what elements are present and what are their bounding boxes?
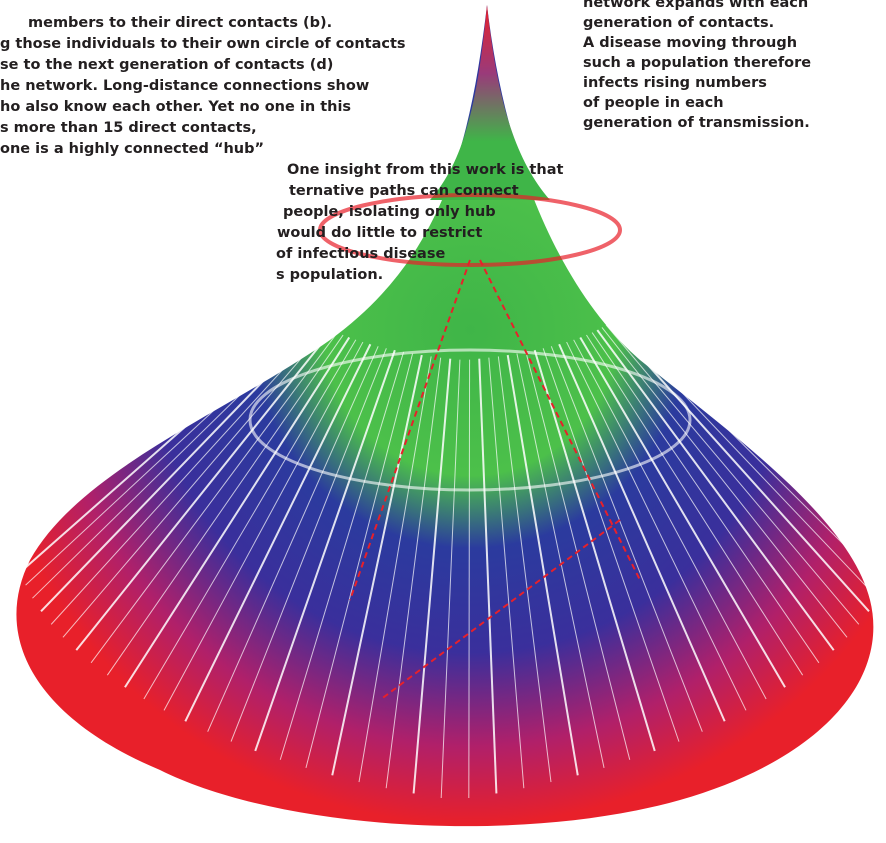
ray <box>184 343 372 722</box>
text-line: se to the next generation of contacts (d… <box>0 57 333 73</box>
network-cone <box>16 5 886 827</box>
ray <box>25 316 315 586</box>
ray <box>506 354 579 776</box>
text-line: network expands with each <box>583 0 808 11</box>
text-line: s population. <box>276 267 383 283</box>
ray <box>596 329 835 651</box>
ray <box>468 359 471 799</box>
ray <box>90 332 338 664</box>
ray <box>32 319 318 599</box>
ray <box>550 346 703 732</box>
ray <box>331 354 423 776</box>
ray <box>608 321 870 612</box>
ray <box>385 357 442 789</box>
text-line: generation of transmission. <box>583 115 810 131</box>
link <box>379 519 621 701</box>
ray <box>254 349 396 752</box>
ray <box>62 327 328 638</box>
rays <box>19 313 886 799</box>
ray <box>412 358 452 794</box>
ray <box>19 313 314 573</box>
ray <box>488 357 525 789</box>
text-line: members to their direct contacts (b). <box>28 15 332 31</box>
text-line: of people in each <box>583 95 724 111</box>
ray <box>558 343 726 722</box>
ray <box>50 324 324 625</box>
ray <box>605 324 860 625</box>
text-line: people, isolating only hub <box>283 204 496 220</box>
ray <box>591 332 820 664</box>
text-line: A disease moving through <box>583 35 797 51</box>
ray <box>40 321 321 612</box>
ray <box>279 351 405 760</box>
ring <box>248 348 692 492</box>
text-line: he network. Long-distance connections sh… <box>0 78 369 94</box>
text-line: infects rising numbers <box>583 75 767 91</box>
cone-tip <box>430 5 550 200</box>
text-line: s more than 15 direct contacts, <box>0 120 257 136</box>
ray <box>106 334 344 676</box>
ray <box>305 353 414 768</box>
text-line: ho also know each other. Yet no one in t… <box>0 99 351 115</box>
ring <box>318 193 622 267</box>
ray <box>533 349 656 752</box>
ray <box>573 339 767 700</box>
text-line: generation of contacts. <box>583 15 774 31</box>
text-line: g those individuals to their own circle … <box>0 36 406 52</box>
text-line: would do little to restrict <box>277 225 482 241</box>
ray <box>516 353 605 768</box>
ray <box>358 356 432 783</box>
ray <box>143 339 357 700</box>
ray <box>566 341 747 711</box>
ray <box>616 313 886 571</box>
text-line: of infectious disease <box>276 246 445 262</box>
ray <box>601 327 848 638</box>
text-line: ternative paths can connect <box>289 183 519 199</box>
link <box>349 259 471 601</box>
ray <box>612 319 878 599</box>
ray <box>163 341 364 711</box>
ray <box>579 336 786 688</box>
right-text: network expands with each generation of c… <box>583 0 811 131</box>
ray <box>525 351 631 760</box>
ray <box>614 316 885 586</box>
ray <box>478 358 498 794</box>
ray <box>440 359 461 799</box>
ray <box>207 346 379 732</box>
ray <box>542 348 680 742</box>
ray <box>230 348 387 742</box>
ray <box>124 336 351 688</box>
ray <box>497 356 552 783</box>
text-line: one is a highly connected “hub” <box>0 141 264 157</box>
text-line: One insight from this work is that <box>287 162 563 178</box>
left-text: members to their direct contacts (b). g t… <box>0 15 563 283</box>
ray <box>586 334 804 676</box>
text-line: such a population therefore <box>583 55 811 71</box>
ray <box>75 329 333 651</box>
